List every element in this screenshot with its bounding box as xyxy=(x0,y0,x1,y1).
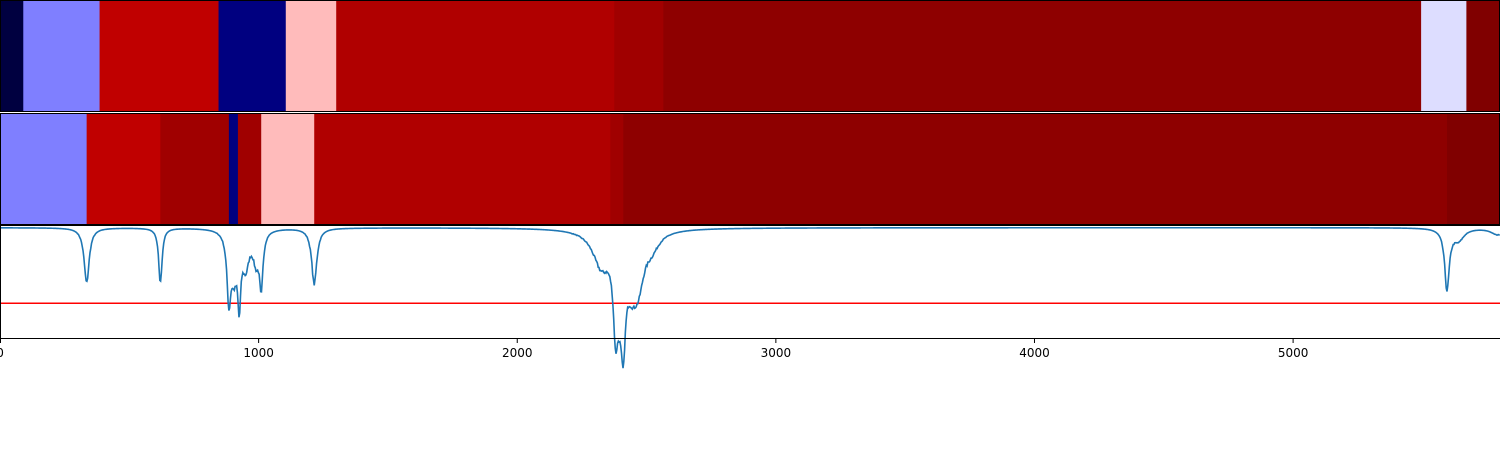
heatmap-top-cell-7 xyxy=(663,1,1422,112)
x-tick-label-4: 4000 xyxy=(1019,346,1050,360)
heatmap-middle-cell-2 xyxy=(160,114,230,225)
heatmap-top-cell-1 xyxy=(23,1,101,112)
heatmap-top xyxy=(0,1,1500,112)
heatmap-middle-cell-3 xyxy=(228,114,239,225)
x-tick-label-2: 2000 xyxy=(502,346,533,360)
heatmap-middle-cell-4 xyxy=(237,114,262,225)
heatmap-middle-cell-7 xyxy=(610,114,624,225)
heatmap-top-cell-5 xyxy=(336,1,615,112)
heatmap-middle-cell-0 xyxy=(0,114,88,225)
heatmap-top-cell-4 xyxy=(285,1,337,112)
heatmap-top-cell-9 xyxy=(1466,1,1500,112)
x-tick-label-5: 5000 xyxy=(1278,346,1309,360)
heatmap-top-cell-0 xyxy=(0,1,24,112)
heatmap-top-cell-6 xyxy=(614,1,664,112)
heatmap-top-cell-2 xyxy=(99,1,220,112)
heatmap-top-cell-8 xyxy=(1421,1,1467,112)
heatmap-top-cell-3 xyxy=(218,1,287,112)
line-plot-background xyxy=(0,225,1500,338)
heatmap-middle-cell-1 xyxy=(86,114,161,225)
x-axis: 0 1000 2000 3000 4000 5000 xyxy=(0,338,1308,360)
heatmap-middle xyxy=(0,114,1500,225)
heatmap-middle-cell-8 xyxy=(623,114,1448,225)
x-tick-label-3: 3000 xyxy=(761,346,792,360)
heatmap-middle-cell-5 xyxy=(261,114,315,225)
signal-series-line xyxy=(0,226,1500,369)
heatmap-middle-cell-9 xyxy=(1446,114,1500,225)
line-plot xyxy=(0,225,1500,369)
x-tick-label-1: 1000 xyxy=(243,346,274,360)
x-tick-label-0: 0 xyxy=(0,346,4,360)
heatmap-middle-cell-6 xyxy=(314,114,611,225)
